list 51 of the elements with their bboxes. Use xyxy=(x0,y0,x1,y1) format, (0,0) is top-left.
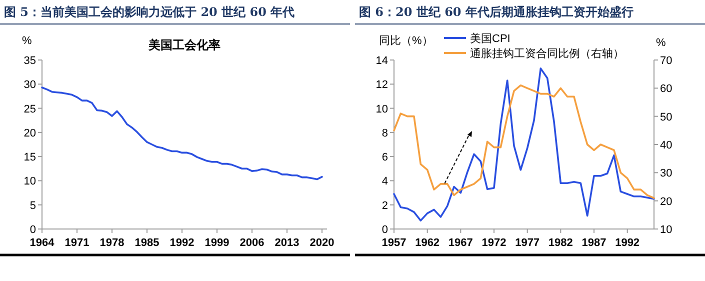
x-tick-label: 2006 xyxy=(240,237,264,249)
line-series xyxy=(393,68,655,222)
y-tick-label: 4 xyxy=(382,176,388,188)
y-tick-label: 2 xyxy=(382,200,388,212)
y-tick-label: 14 xyxy=(376,55,388,67)
y-tick-label: 8 xyxy=(382,127,388,140)
x-tick-label: 1964 xyxy=(30,237,56,249)
y-tick-label: 0 xyxy=(382,224,388,236)
y-tick-label: 10 xyxy=(24,176,36,188)
y2-tick-label: 60 xyxy=(660,83,672,96)
y2-tick-label: 50 xyxy=(660,111,672,124)
x-tick-label: 1987 xyxy=(582,237,606,249)
y-tick-label: 25 xyxy=(24,103,36,116)
y2-tick-label: 70 xyxy=(660,55,672,67)
y-tick-label: 10 xyxy=(376,103,388,116)
x-tick-label: 1992 xyxy=(615,237,640,249)
x-tick-label: 1971 xyxy=(64,237,90,249)
y-tick-label: 15 xyxy=(24,152,36,164)
chart-title: 图 5：当前美国工会的影响力远低于 20 世纪 60 年代 xyxy=(4,5,295,19)
line-series xyxy=(41,86,323,180)
x-tick-label: 1967 xyxy=(448,237,473,249)
legend-label: 通胀挂钩工资合同比例（右轴） xyxy=(470,47,624,60)
x-tick-label: 1982 xyxy=(548,237,573,249)
y2-tick-label: 30 xyxy=(660,168,672,180)
y-axis-title: % xyxy=(22,35,32,47)
y2-tick-label: 40 xyxy=(660,140,672,152)
x-tick-label: 1978 xyxy=(100,237,124,249)
y-tick-label: 20 xyxy=(24,127,36,140)
y-tick-label: 35 xyxy=(24,55,36,67)
x-tick-label: 2013 xyxy=(274,237,300,249)
chart-subtitle: 美国工会化率 xyxy=(148,38,220,52)
y2-tick-label: 10 xyxy=(660,224,672,236)
y-tick-label: 0 xyxy=(30,224,36,236)
line-series xyxy=(393,84,655,199)
x-tick-label: 1977 xyxy=(515,237,540,249)
y-tick-label: 6 xyxy=(382,152,388,164)
x-tick-label: 1992 xyxy=(170,237,194,249)
y-tick-label: 5 xyxy=(30,200,36,212)
x-tick-label: 1972 xyxy=(482,237,506,249)
legend-label: 美国CPI xyxy=(470,32,510,45)
x-tick-label: 2020 xyxy=(310,237,334,249)
chart-title: 图 6：20 世纪 60 年代后期通胀挂钩工资开始盛行 xyxy=(359,5,634,19)
x-tick-label: 1999 xyxy=(204,237,230,249)
y-tick-label: 30 xyxy=(24,79,36,92)
y2-tick-label: 20 xyxy=(660,196,672,208)
y-tick-label: 12 xyxy=(376,79,388,92)
x-tick-label: 1957 xyxy=(382,237,406,249)
y-axis-title: 同比（%） xyxy=(379,34,433,47)
y2-axis-title: % xyxy=(656,37,666,49)
x-tick-label: 1962 xyxy=(415,237,440,249)
x-tick-label: 1985 xyxy=(134,237,160,249)
